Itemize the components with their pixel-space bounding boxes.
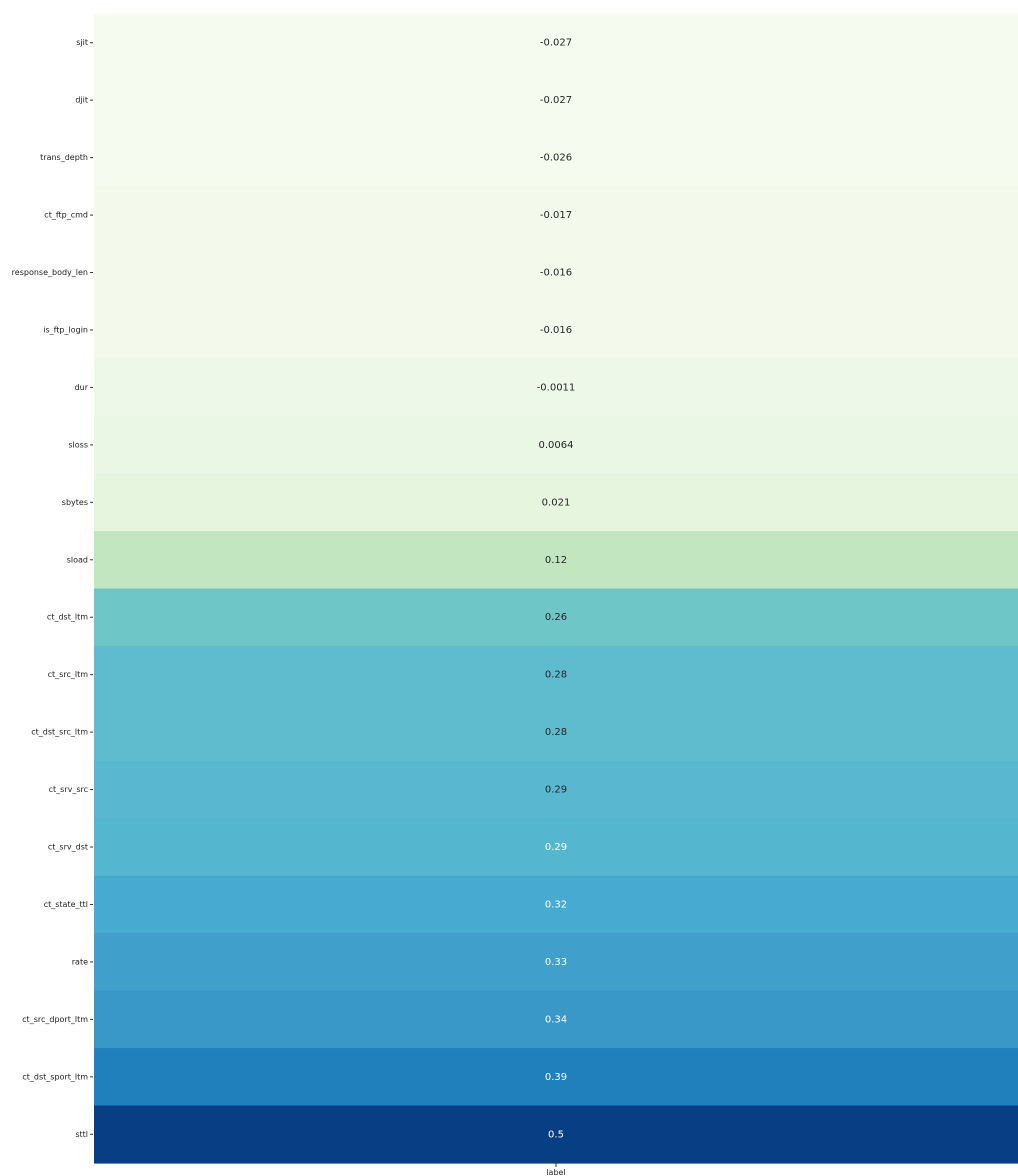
cell-value-label: -0.017 bbox=[540, 210, 572, 221]
cell-value-label: -0.016 bbox=[540, 325, 572, 336]
cell-value-label: -0.016 bbox=[540, 268, 572, 279]
cell-value-label: 0.5 bbox=[548, 1129, 564, 1140]
cell-value-label: 0.26 bbox=[545, 612, 567, 623]
y-tick-label-ct_srv_dst: ct_srv_dst bbox=[48, 843, 88, 852]
cell-value-label: -0.0011 bbox=[537, 382, 576, 393]
cell-value-label: 0.28 bbox=[545, 727, 567, 738]
cell-value-label: 0.021 bbox=[542, 497, 571, 508]
heatmap-cell-sload bbox=[94, 531, 1018, 590]
y-tick-label-djit: djit bbox=[75, 96, 88, 105]
cell-value-label: 0.34 bbox=[545, 1014, 567, 1025]
cell-value-label: 0.12 bbox=[545, 555, 567, 566]
y-tick-label-sload: sload bbox=[67, 555, 88, 564]
heatmap-cell-ct_state_ttl bbox=[94, 875, 1018, 934]
y-tick-label-ct_ftp_cmd: ct_ftp_cmd bbox=[44, 211, 88, 220]
y-tick-label-dur: dur bbox=[75, 383, 89, 392]
cell-value-label: 0.33 bbox=[545, 957, 567, 968]
cell-value-label: 0.39 bbox=[545, 1072, 567, 1083]
cell-value-label: 0.29 bbox=[545, 842, 567, 853]
y-tick-label-sloss: sloss bbox=[68, 440, 88, 449]
y-tick-label-trans_depth: trans_depth bbox=[40, 153, 88, 162]
heatmap-cell-ct_srv_src bbox=[94, 760, 1018, 819]
heatmap-cell-ct_dst_src_ltm bbox=[94, 703, 1018, 762]
y-tick-label-sttl: sttl bbox=[75, 1130, 88, 1139]
heatmap-cell-ct_src_dport_ltm bbox=[94, 990, 1018, 1049]
heatmap-cells: -0.027 -0.027 -0.026 -0.017 -0.016 -0.016 -0.0… bbox=[94, 14, 1018, 1164]
cell-value-label: -0.026 bbox=[540, 153, 572, 164]
y-tick-label-rate: rate bbox=[72, 957, 88, 966]
heatmap-cell-response_body_len bbox=[94, 243, 1018, 302]
heatmap-cell-ct_srv_dst bbox=[94, 818, 1018, 877]
heatmap-cell-rate bbox=[94, 933, 1018, 992]
y-tick-label-response_body_len: response_body_len bbox=[12, 268, 88, 277]
heatmap-cell-sjit bbox=[94, 14, 1018, 73]
x-axis: label bbox=[546, 1163, 566, 1176]
heatmap-cell-ct_dst_sport_ltm bbox=[94, 1048, 1018, 1107]
cell-value-label: -0.027 bbox=[540, 38, 572, 49]
cell-value-label: 0.0064 bbox=[539, 440, 574, 451]
cell-value-label: 0.29 bbox=[545, 785, 567, 796]
y-tick-label-sbytes: sbytes bbox=[62, 498, 88, 507]
heatmap-cell-sbytes bbox=[94, 473, 1018, 532]
y-tick-label-ct_srv_src: ct_srv_src bbox=[49, 785, 88, 794]
heatmap-cell-ct_ftp_cmd bbox=[94, 186, 1018, 245]
y-tick-label-ct_dst_src_ltm: ct_dst_src_ltm bbox=[31, 728, 88, 737]
y-axis-labels: sjit djit trans_depth ct_ftp_cmd response_bo… bbox=[12, 38, 93, 1139]
y-tick-label-sjit: sjit bbox=[76, 38, 88, 47]
cell-value-label: 0.32 bbox=[545, 899, 567, 910]
y-tick-label-ct_src_ltm: ct_src_ltm bbox=[48, 670, 89, 679]
y-tick-label-ct_dst_ltm: ct_dst_ltm bbox=[47, 613, 88, 622]
heatmap-cell-dur bbox=[94, 358, 1018, 417]
heatmap-cell-trans_depth bbox=[94, 128, 1018, 187]
heatmap-cell-sttl bbox=[94, 1105, 1018, 1164]
heatmap-cell-sloss bbox=[94, 416, 1018, 475]
heatmap-cell-ct_src_ltm bbox=[94, 645, 1018, 704]
x-tick-label-label: label bbox=[546, 1168, 565, 1176]
y-tick-label-ct_dst_sport_ltm: ct_dst_sport_ltm bbox=[22, 1072, 88, 1081]
cell-value-label: -0.027 bbox=[540, 95, 572, 106]
heatmap-cell-djit bbox=[94, 71, 1018, 130]
y-tick-label-ct_state_ttl: ct_state_ttl bbox=[44, 900, 88, 909]
heatmap-cell-is_ftp_login bbox=[94, 301, 1018, 360]
y-tick-label-is_ftp_login: is_ftp_login bbox=[43, 325, 88, 334]
y-tick-label-ct_src_dport_ltm: ct_src_dport_ltm bbox=[22, 1015, 88, 1024]
heatmap-cell-ct_dst_ltm bbox=[94, 588, 1018, 647]
cell-value-label: 0.28 bbox=[545, 670, 567, 681]
